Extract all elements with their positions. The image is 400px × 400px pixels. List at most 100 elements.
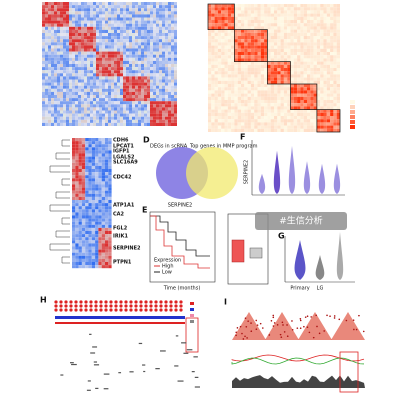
cell <box>165 23 168 27</box>
cell <box>138 11 141 15</box>
cell <box>78 218 82 222</box>
cell <box>244 13 248 17</box>
cell <box>280 26 284 30</box>
cell <box>326 39 331 43</box>
cell <box>165 104 168 108</box>
cell <box>99 88 102 92</box>
cell <box>257 90 261 94</box>
cell <box>316 36 321 40</box>
cell <box>171 73 174 77</box>
cell <box>114 29 117 33</box>
cell <box>208 74 212 78</box>
cell <box>135 85 138 89</box>
hic-dot <box>255 328 258 331</box>
cell <box>105 45 108 49</box>
cell <box>297 26 301 30</box>
cell <box>287 16 291 20</box>
cell <box>330 20 334 24</box>
cell <box>270 48 274 52</box>
cell <box>159 45 162 49</box>
cell <box>150 107 153 111</box>
cell <box>274 90 278 94</box>
cell <box>57 76 60 80</box>
cell <box>303 77 307 81</box>
cell <box>313 116 317 120</box>
cell <box>101 246 105 250</box>
cell <box>316 58 321 62</box>
cell <box>84 82 87 86</box>
cell <box>72 54 75 58</box>
cell <box>280 106 284 110</box>
cell <box>267 71 271 75</box>
cell <box>174 91 177 95</box>
cell <box>303 100 307 104</box>
cell <box>283 119 288 123</box>
cell <box>316 90 321 94</box>
cell <box>234 96 238 100</box>
cell <box>87 33 90 37</box>
cell <box>72 138 76 142</box>
cell <box>123 42 126 46</box>
cell <box>303 112 307 116</box>
cell <box>66 17 69 21</box>
cell <box>293 55 298 59</box>
cell <box>264 125 268 129</box>
cell <box>153 119 156 123</box>
cell <box>69 5 72 9</box>
cell <box>316 128 321 132</box>
cell <box>123 57 126 61</box>
cell <box>78 20 81 24</box>
cell <box>283 29 288 33</box>
cell <box>81 14 84 18</box>
cell <box>224 77 228 81</box>
cell <box>257 80 261 84</box>
cell <box>237 112 241 116</box>
cell <box>135 88 138 92</box>
cell <box>117 14 120 18</box>
gene-label: CA2 <box>113 212 125 218</box>
cell <box>241 4 245 8</box>
cell <box>307 87 311 91</box>
cell <box>98 181 102 185</box>
cell <box>54 45 57 49</box>
cell <box>171 113 174 117</box>
cell <box>78 193 82 197</box>
cell <box>165 39 168 43</box>
cell <box>310 26 314 30</box>
cell <box>283 26 288 30</box>
cell <box>333 96 337 100</box>
cell <box>274 112 278 116</box>
cell <box>93 116 96 120</box>
cell <box>117 113 120 117</box>
cell <box>72 144 76 148</box>
cell <box>99 36 102 40</box>
cell <box>326 96 331 100</box>
cell <box>326 55 331 59</box>
cell <box>336 103 340 107</box>
cell <box>237 77 241 81</box>
cell <box>87 26 90 30</box>
cell <box>333 39 337 43</box>
cell <box>211 52 215 56</box>
cell <box>244 109 248 113</box>
cell <box>102 17 105 21</box>
cell <box>247 20 251 24</box>
legend-swatch <box>190 308 194 311</box>
cell <box>280 52 284 56</box>
cell <box>111 20 114 24</box>
cell <box>221 26 225 30</box>
cell <box>54 11 57 15</box>
cell <box>54 76 57 80</box>
cell <box>165 67 168 71</box>
cell <box>123 8 126 12</box>
cell <box>72 23 75 27</box>
cell <box>257 32 261 36</box>
cell <box>99 33 102 37</box>
cell <box>111 42 114 46</box>
cell <box>171 79 174 83</box>
cell <box>147 11 150 15</box>
cell <box>290 74 294 78</box>
cell <box>147 116 150 120</box>
cell <box>211 39 215 43</box>
box <box>249 247 263 259</box>
